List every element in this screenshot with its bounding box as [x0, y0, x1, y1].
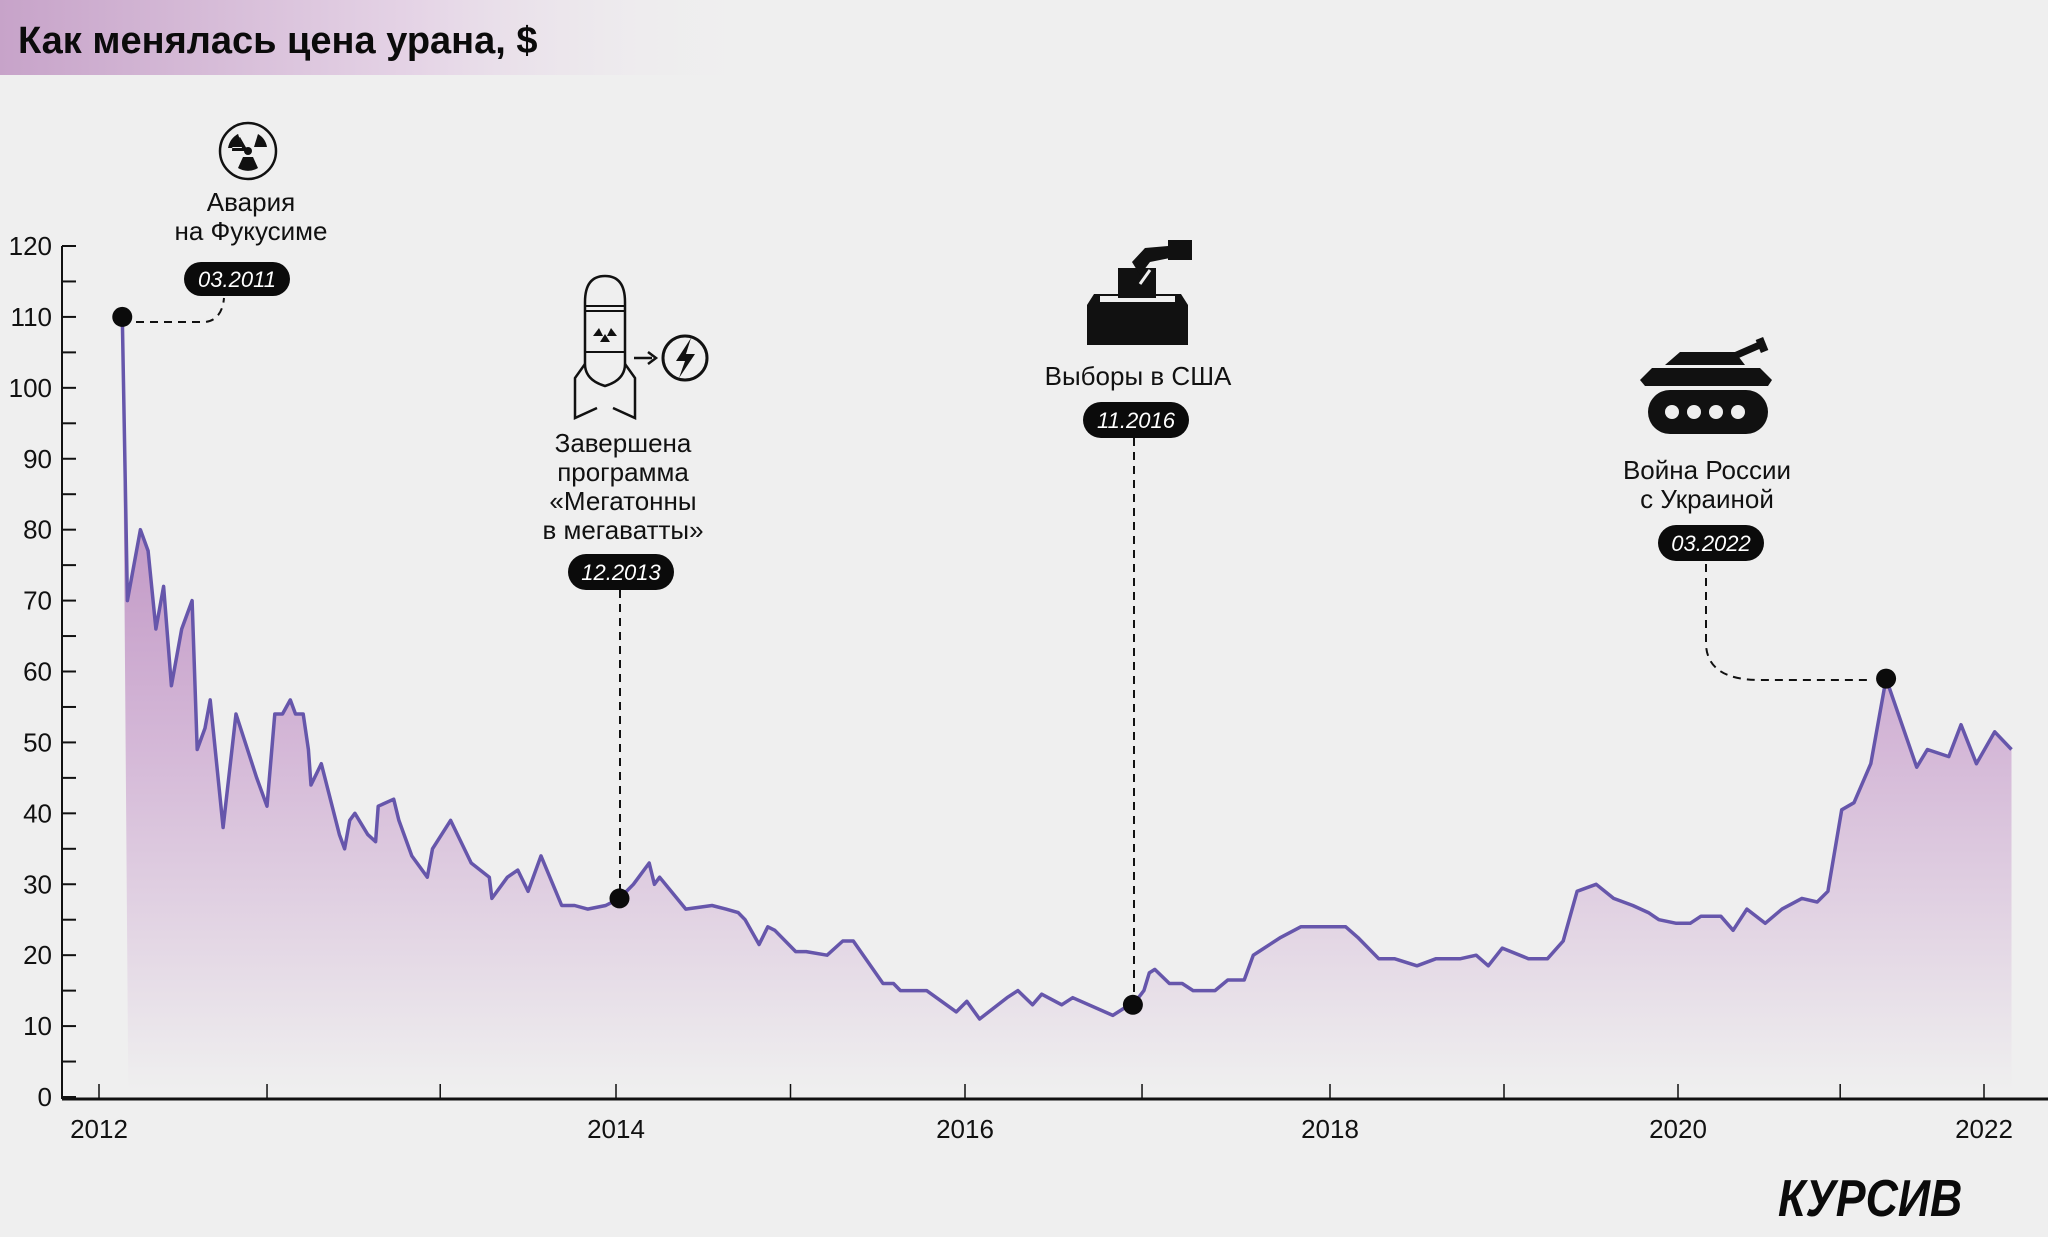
- connector-war: [1705, 564, 1870, 681]
- chart-title: Как менялась цена урана, $: [18, 20, 538, 62]
- price-area: [122, 316, 2012, 1090]
- x-tick-label: 2020: [1649, 1114, 1707, 1144]
- event-label-line: Выборы в США: [1045, 361, 1232, 391]
- event-label-line: с Украиной: [1640, 484, 1774, 514]
- y-tick-label: 50: [23, 727, 52, 757]
- y-tick-label: 0: [38, 1082, 52, 1112]
- y-tick-label: 90: [23, 444, 52, 474]
- event-dots: [112, 306, 1897, 1015]
- y-tick-label: 40: [23, 798, 52, 828]
- date-pill: [184, 262, 290, 296]
- x-tick-label: 2014: [587, 1114, 645, 1144]
- event-megatons-to-megawatts: Завершена программа «Мегатонны в мегават…: [542, 274, 709, 590]
- date-pill-text: 12.2013: [581, 560, 661, 585]
- connector-fukushima: [136, 297, 225, 323]
- tank-icon: [1640, 337, 1772, 434]
- nuclear-warhead-icon: [573, 274, 637, 420]
- area-layer: [122, 316, 2012, 1090]
- event-connectors: [136, 297, 1870, 995]
- y-tick-label: 10: [23, 1011, 52, 1041]
- event-label-line: на Фукусиме: [174, 216, 327, 246]
- event-label-line: Авария: [207, 187, 295, 217]
- y-tick-label: 30: [23, 869, 52, 899]
- title-bar: [0, 0, 760, 75]
- y-tick-label: 120: [9, 231, 52, 261]
- event-label-line: «Мегатонны: [549, 486, 696, 516]
- y-tick-label: 70: [23, 586, 52, 616]
- event-dot: [1122, 994, 1143, 1015]
- line-layer: [120, 316, 2013, 1021]
- date-pill-text: 03.2022: [1671, 531, 1751, 556]
- radiation-icon: [218, 121, 278, 181]
- date-pill-text: 11.2016: [1097, 408, 1176, 433]
- y-tick-label: 20: [23, 940, 52, 970]
- x-tick-label: 2012: [70, 1114, 128, 1144]
- event-label-line: в мегаватты»: [542, 515, 703, 545]
- lightning-icon: [661, 334, 709, 382]
- event-dot: [1876, 668, 1897, 689]
- y-tick-label: 110: [11, 302, 52, 332]
- y-tick-label: 80: [23, 515, 52, 545]
- date-pill: [1083, 402, 1189, 438]
- y-tick-label: 60: [23, 657, 52, 687]
- kursiv-logo: КУРСИВ: [1778, 1170, 1962, 1228]
- date-pill-text: 03.2011: [198, 267, 276, 292]
- x-tick-label: 2018: [1301, 1114, 1359, 1144]
- y-tick-label: 100: [9, 373, 52, 403]
- x-tick-label: 2022: [1955, 1114, 2013, 1144]
- arrow-right-icon: [634, 351, 659, 365]
- event-label-line: программа: [557, 457, 689, 487]
- axes: 0 10 20 30 40 50 60 70 80 90 100 110 120 2012 2014 2016…: [9, 231, 2048, 1144]
- event-war: Война России с Украиной 03.2022: [1623, 337, 1791, 561]
- event-fukushima: Авария на Фукусиме 03.2011: [174, 121, 328, 296]
- ballot-box-icon: [1087, 240, 1192, 345]
- event-dot: [609, 888, 630, 909]
- x-tick-label: 2016: [936, 1114, 994, 1144]
- date-pill: [1658, 525, 1764, 561]
- event-dot: [112, 306, 133, 327]
- event-label-line: Завершена: [555, 428, 692, 458]
- event-us-elections: Выборы в США 11.2016: [1045, 240, 1232, 438]
- date-pill: [568, 554, 674, 590]
- price-line: [120, 316, 2013, 1021]
- event-label-line: Война России: [1623, 455, 1791, 485]
